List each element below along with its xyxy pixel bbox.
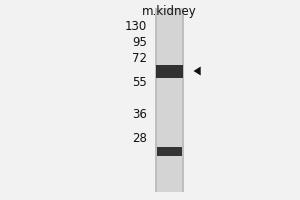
Text: 36: 36 (132, 108, 147, 121)
Text: 95: 95 (132, 36, 147, 49)
Bar (157, 146, 182, 156)
Polygon shape (194, 66, 201, 75)
Text: 72: 72 (132, 52, 147, 66)
Text: 130: 130 (125, 21, 147, 33)
Bar (157, 8, 182, 192)
Text: m.kidney: m.kidney (142, 5, 197, 19)
Text: 28: 28 (132, 132, 147, 146)
Bar (156, 64, 183, 77)
Bar (155, 8, 184, 192)
Text: 55: 55 (132, 76, 147, 90)
